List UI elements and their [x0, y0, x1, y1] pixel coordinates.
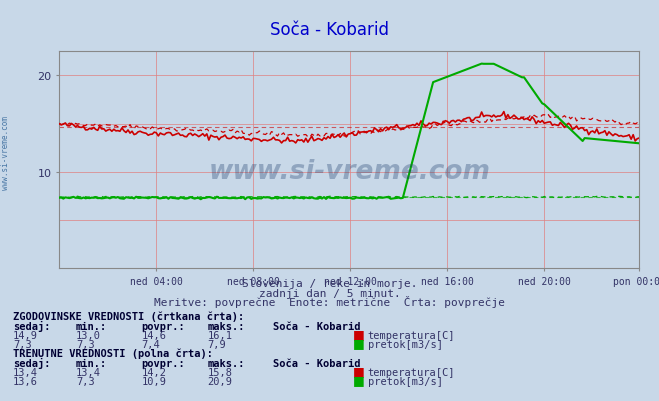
- Text: 7,9: 7,9: [208, 339, 226, 349]
- Text: Soča - Kobarid: Soča - Kobarid: [273, 358, 361, 368]
- Text: 7,3: 7,3: [76, 376, 94, 386]
- Text: 13,4: 13,4: [76, 367, 101, 377]
- Text: maks.:: maks.:: [208, 321, 245, 331]
- Text: 15,8: 15,8: [208, 367, 233, 377]
- Text: Slovenija / reke in morje.: Slovenija / reke in morje.: [242, 279, 417, 289]
- Text: ■: ■: [353, 373, 364, 386]
- Text: sedaj:: sedaj:: [13, 320, 51, 331]
- Text: 20,9: 20,9: [208, 376, 233, 386]
- Text: min.:: min.:: [76, 358, 107, 368]
- Text: 7,3: 7,3: [76, 339, 94, 349]
- Text: pretok[m3/s]: pretok[m3/s]: [368, 376, 443, 386]
- Text: 14,9: 14,9: [13, 330, 38, 340]
- Text: www.si-vreme.com: www.si-vreme.com: [208, 158, 490, 184]
- Text: temperatura[C]: temperatura[C]: [368, 330, 455, 340]
- Text: TRENUTNE VREDNOSTI (polna črta):: TRENUTNE VREDNOSTI (polna črta):: [13, 348, 213, 358]
- Text: ■: ■: [353, 336, 364, 349]
- Text: ■: ■: [353, 327, 364, 340]
- Text: ■: ■: [353, 364, 364, 377]
- Text: 16,1: 16,1: [208, 330, 233, 340]
- Text: povpr.:: povpr.:: [142, 358, 185, 368]
- Text: temperatura[C]: temperatura[C]: [368, 367, 455, 377]
- Text: www.si-vreme.com: www.si-vreme.com: [1, 115, 10, 189]
- Text: 10,9: 10,9: [142, 376, 167, 386]
- Text: zadnji dan / 5 minut.: zadnji dan / 5 minut.: [258, 288, 401, 298]
- Text: 13,0: 13,0: [76, 330, 101, 340]
- Text: sedaj:: sedaj:: [13, 357, 51, 368]
- Text: 7,4: 7,4: [142, 339, 160, 349]
- Text: 13,4: 13,4: [13, 367, 38, 377]
- Text: 14,6: 14,6: [142, 330, 167, 340]
- Text: maks.:: maks.:: [208, 358, 245, 368]
- Text: min.:: min.:: [76, 321, 107, 331]
- Text: 7,3: 7,3: [13, 339, 32, 349]
- Text: 14,2: 14,2: [142, 367, 167, 377]
- Text: pretok[m3/s]: pretok[m3/s]: [368, 339, 443, 349]
- Text: Soča - Kobarid: Soča - Kobarid: [270, 21, 389, 39]
- Text: Meritve: povprečne  Enote: metrične  Črta: povprečje: Meritve: povprečne Enote: metrične Črta:…: [154, 295, 505, 307]
- Text: povpr.:: povpr.:: [142, 321, 185, 331]
- Text: 13,6: 13,6: [13, 376, 38, 386]
- Text: Soča - Kobarid: Soča - Kobarid: [273, 321, 361, 331]
- Text: ZGODOVINSKE VREDNOSTI (črtkana črta):: ZGODOVINSKE VREDNOSTI (črtkana črta):: [13, 310, 244, 321]
